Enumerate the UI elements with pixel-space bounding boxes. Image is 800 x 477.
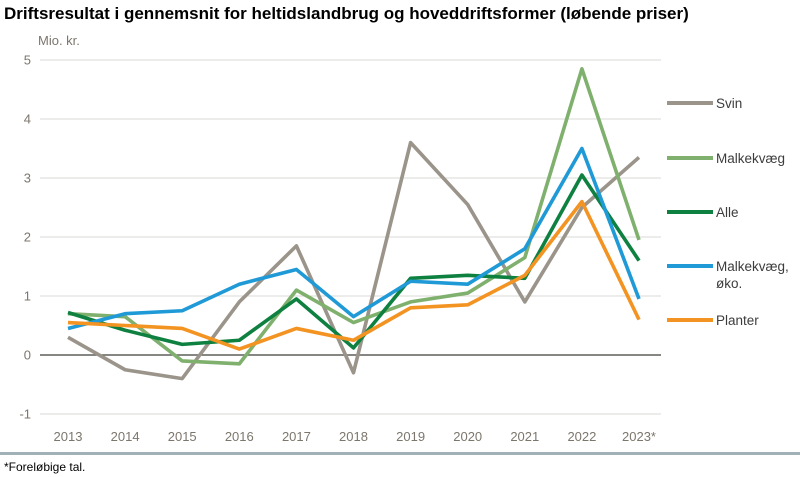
y-tick-label: 5 [24, 53, 31, 68]
legend-swatch [667, 264, 713, 268]
x-tick-label: 2017 [282, 429, 311, 444]
series-line-planter [67, 199, 641, 351]
x-tick-label: 2014 [111, 429, 140, 444]
x-tick-label: 2016 [225, 429, 254, 444]
x-tick-label: 2023* [622, 429, 656, 444]
bottom-separator-line [0, 452, 800, 455]
y-tick-label: 0 [24, 348, 31, 363]
legend-item-malkekv-g: Malkekvæg [664, 150, 800, 167]
x-tick-label: 2013 [54, 429, 83, 444]
legend-swatch [667, 101, 713, 105]
legend-item-alle: Alle [664, 204, 800, 221]
legend-label: Malkekvæg [716, 151, 786, 166]
y-tick-label: -1 [19, 407, 31, 422]
x-tick-label: 2018 [339, 429, 368, 444]
footnote: *Foreløbige tal. [4, 460, 86, 474]
chart-legend: Svin Malkekvæg Alle Malkekvæg, øko. Planter [664, 0, 800, 420]
y-tick-label: 1 [24, 289, 31, 304]
legend-label: Alle [716, 205, 739, 220]
chart-title: Driftsresultat i gennemsnit for heltidsl… [4, 4, 689, 23]
y-tick-label: 3 [24, 171, 31, 186]
x-tick-label: 2020 [453, 429, 482, 444]
x-tick-label: 2019 [396, 429, 425, 444]
legend-label: Planter [716, 313, 759, 328]
legend-item-malkekv-g-ko: Malkekvæg, øko. [664, 258, 800, 292]
y-tick-label: 4 [24, 112, 31, 127]
legend-label: Malkekvæg, øko. [716, 259, 789, 291]
x-tick-label: 2022 [567, 429, 596, 444]
series-line-malkekv-g [67, 67, 641, 366]
series-line-malkekv-g-ko [67, 146, 641, 331]
y-tick-label: 2 [24, 230, 31, 245]
legend-label: Svin [716, 96, 743, 111]
y-axis-unit-label: Mio. kr. [38, 33, 80, 48]
legend-item-svin: Svin [664, 95, 800, 112]
legend-swatch [667, 318, 713, 322]
legend-swatch [667, 156, 713, 160]
x-tick-label: 2015 [168, 429, 197, 444]
series-line-alle [67, 173, 641, 350]
x-tick-label: 2021 [510, 429, 539, 444]
legend-item-planter: Planter [664, 312, 800, 329]
series-line-svin [67, 140, 641, 381]
legend-swatch [667, 210, 713, 214]
